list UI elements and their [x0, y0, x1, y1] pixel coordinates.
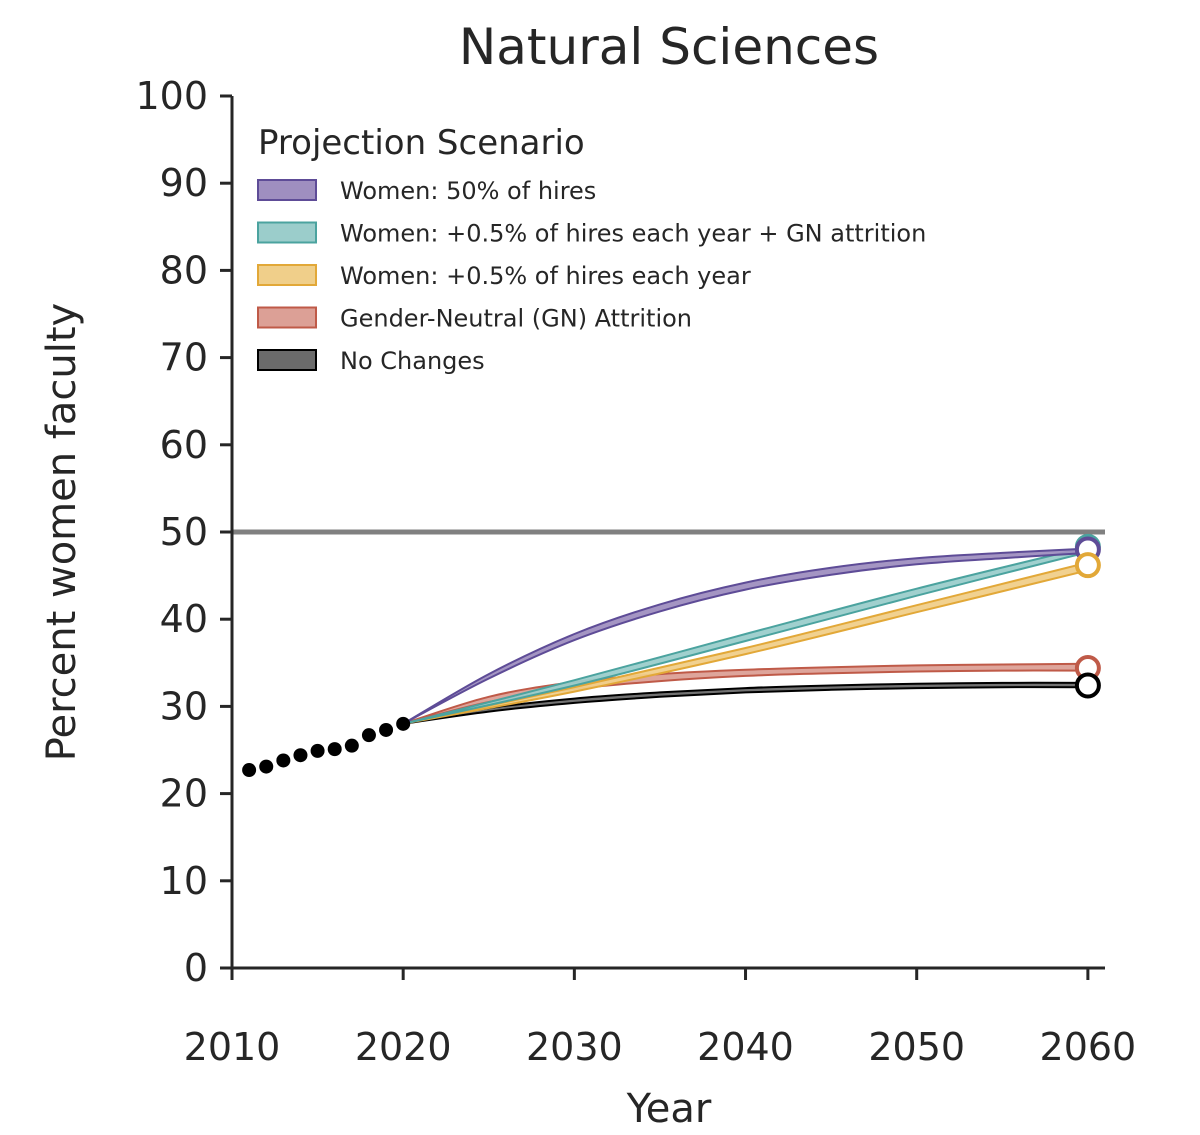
x-tick-label-2020: 2020: [355, 1025, 452, 1069]
endpoint-women-0-5-of-hires-each-year: [1074, 552, 1101, 579]
historical-point-2016: [327, 742, 342, 757]
y-tick-label-40: 40: [160, 597, 208, 641]
x-axis-label: Year: [626, 1086, 712, 1132]
legend-title: Projection Scenario: [258, 123, 585, 163]
y-tick-label-10: 10: [160, 859, 208, 903]
y-tick-label-60: 60: [160, 423, 208, 467]
legend-label-women-0-5-of-hires-each-year: Women: +0.5% of hires each year: [340, 262, 751, 290]
legend-swatch-women-50-of-hires: [257, 179, 317, 201]
x-tick-label-2060: 2060: [1040, 1025, 1137, 1069]
historical-point-2018: [361, 728, 376, 743]
y-tick-label-0: 0: [184, 946, 208, 990]
x-tick-label-2040: 2040: [697, 1025, 794, 1069]
historical-point-2020: [396, 716, 411, 731]
y-tick-label-20: 20: [160, 772, 208, 816]
legend: Projection Scenario Women: 50% of hires W…: [257, 123, 926, 375]
legend-swatch-women-0-5-of-hires-each-year-gn-attrition: [257, 221, 317, 244]
legend-label-gender-neutral-gn-attrition: Gender-Neutral (GN) Attrition: [340, 305, 692, 333]
historical-point-2013: [276, 753, 291, 768]
y-tick-label-50: 50: [160, 510, 208, 554]
y-tick-label-30: 30: [160, 684, 208, 728]
chart-title: Natural Sciences: [459, 18, 879, 76]
y-tick-label-70: 70: [160, 336, 208, 380]
y-tick-label-100: 100: [135, 74, 208, 118]
band-gender-neutral-gn-attrition: [402, 662, 1089, 725]
x-tick-label-2050: 2050: [868, 1025, 965, 1069]
band-women-0-5-of-hires-each-year-gn-attrition: [402, 545, 1089, 725]
legend-swatch-no-changes: [257, 349, 317, 371]
legend-label-no-changes: No Changes: [340, 347, 485, 375]
historical-point-2011: [242, 763, 257, 778]
legend-label-women-0-5-of-hires-each-year-gn-attrition: Women: +0.5% of hires each year + GN att…: [340, 220, 926, 248]
legend-label-women-50-of-hires: Women: 50% of hires: [340, 177, 596, 205]
plot-area: [232, 529, 1105, 778]
historical-point-2019: [379, 722, 394, 737]
historical-point-2017: [344, 738, 359, 753]
historical-point-2014: [293, 748, 308, 763]
endpoint-no-changes: [1074, 672, 1101, 699]
legend-swatch-women-0-5-of-hires-each-year: [257, 264, 317, 286]
y-tick-label-80: 80: [160, 248, 208, 292]
historical-point-2012: [259, 759, 274, 774]
y-tick-label-90: 90: [160, 161, 208, 205]
x-tick-label-2030: 2030: [526, 1025, 623, 1069]
historical-point-2015: [310, 743, 325, 758]
x-tick-label-2010: 2010: [184, 1025, 281, 1069]
legend-swatch-gender-neutral-gn-attrition: [257, 306, 317, 329]
y-axis-label: Percent women faculty: [39, 303, 85, 761]
